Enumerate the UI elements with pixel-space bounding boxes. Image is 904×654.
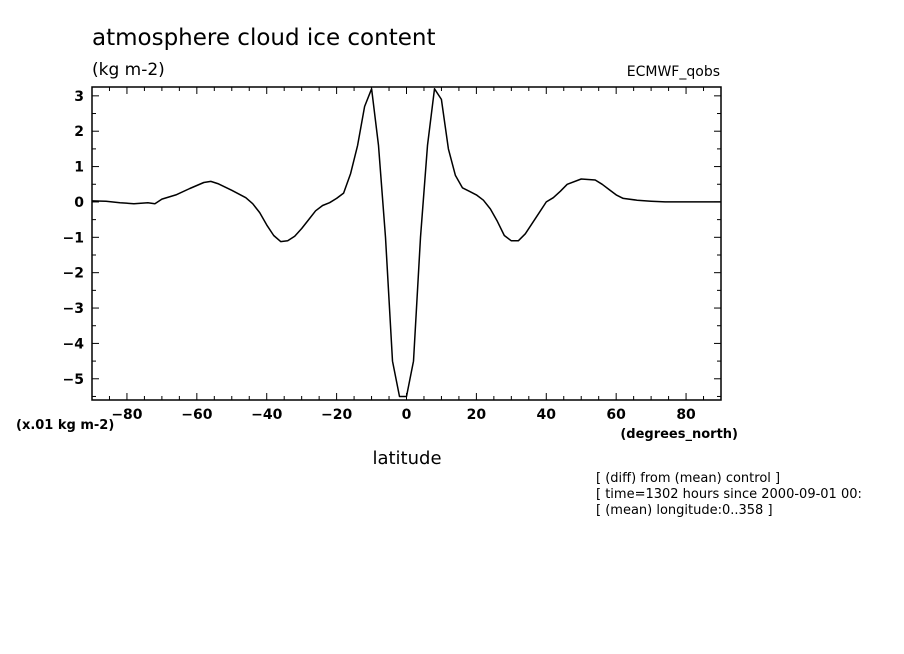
x-tick-labels: −80 −60 −40 −20 0 20 40 60 80 — [111, 407, 696, 423]
y-tick-label: 3 — [74, 89, 84, 105]
note-line-3: [ (mean) longitude:0..358 ] — [596, 503, 773, 518]
series-group — [91, 88, 721, 398]
units-label: (kg m-2) — [92, 60, 165, 80]
x-tick-label: −40 — [251, 407, 282, 423]
tick-marks — [91, 87, 722, 400]
x-units-label: (degrees_north) — [620, 427, 738, 442]
plot-frame — [91, 86, 722, 401]
x-tick-label: −80 — [111, 407, 142, 423]
chart-title: atmosphere cloud ice content — [92, 25, 435, 51]
y-tick-label: −4 — [63, 336, 85, 352]
y-tick-label: −5 — [63, 372, 84, 388]
note-line-2: [ time=1302 hours since 2000-09-01 00: — [596, 487, 862, 502]
x-tick-label: 40 — [537, 407, 557, 423]
y-tick-labels: 3 2 1 0 −1 −2 −3 −4 −5 — [63, 89, 85, 388]
x-axis-label: latitude — [372, 448, 441, 469]
dataset-label: ECMWF_qobs — [627, 64, 720, 80]
y-tick-label: 2 — [74, 124, 84, 140]
y-tick-label: −1 — [63, 230, 84, 246]
y-scale-label: (x.01 kg m-2) — [16, 418, 114, 433]
note-line-1: [ (diff) from (mean) control ] — [596, 471, 780, 486]
x-tick-label: 20 — [467, 407, 487, 423]
y-tick-label: −3 — [63, 301, 84, 317]
x-tick-label: 80 — [676, 407, 696, 423]
y-tick-label: 0 — [74, 195, 84, 211]
x-tick-label: −60 — [181, 407, 212, 423]
x-tick-label: −20 — [321, 407, 352, 423]
series-line — [91, 88, 721, 398]
x-tick-label: 0 — [402, 407, 412, 423]
x-tick-label: 60 — [606, 407, 626, 423]
y-tick-label: 1 — [74, 160, 84, 176]
y-tick-label: −2 — [63, 266, 84, 282]
